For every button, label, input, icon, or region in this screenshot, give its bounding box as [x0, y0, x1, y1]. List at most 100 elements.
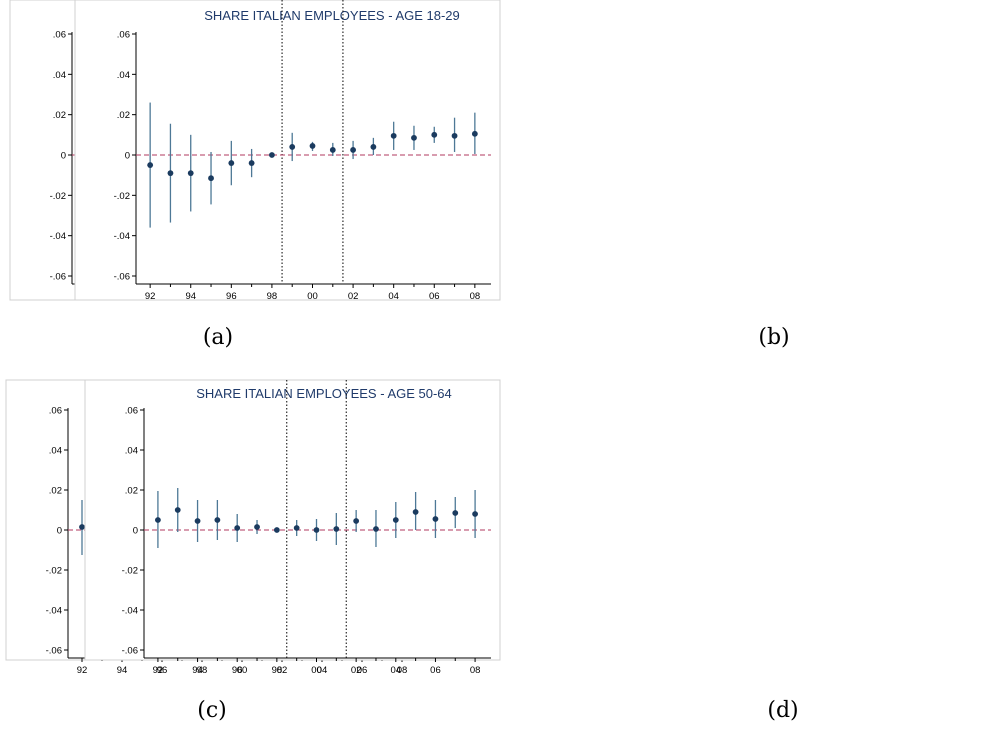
x-tick-label: 94	[117, 665, 128, 676]
caption-c: (c)	[197, 698, 227, 723]
x-tick-label: 94	[185, 291, 196, 302]
x-tick-label: 92	[145, 291, 156, 302]
x-tick-label: 04	[388, 291, 399, 302]
y-tick-label: .06	[49, 406, 62, 417]
data-point	[167, 170, 174, 177]
y-tick-label: -.02	[50, 191, 66, 202]
data-point	[411, 134, 417, 141]
chart-panel-d: SHARE ITALIAN EMPLOYEES - AGE 50-64 .06 .0…	[84, 368, 982, 737]
data-point	[471, 130, 478, 137]
y-tick-label: -.04	[122, 606, 138, 617]
data-point	[452, 510, 459, 516]
y-tick-label: .04	[49, 446, 62, 457]
x-tick-label: 04	[391, 665, 402, 676]
y-tick-label: .06	[53, 30, 66, 41]
x-tick-label: 00	[307, 291, 318, 302]
data-point	[412, 509, 419, 515]
x-tick-label: 00	[237, 665, 248, 676]
y-tick-label: .02	[53, 110, 66, 121]
y-tick-label: -.04	[50, 231, 66, 242]
data-point	[214, 517, 221, 523]
x-tick-label: 96	[232, 665, 243, 676]
data-point	[293, 525, 300, 531]
data-point	[194, 518, 201, 524]
panel-frame	[74, 0, 501, 301]
x-tick-label: 98	[267, 291, 278, 302]
data-point	[248, 160, 255, 166]
x-tick-label: 06	[430, 665, 441, 676]
y-tick-label: 0	[125, 151, 130, 162]
data-point	[353, 518, 360, 524]
x-tick-label: 94	[192, 665, 203, 676]
y-tick-label: -.02	[122, 566, 138, 577]
y-tick-label: .04	[117, 70, 130, 81]
y-tick-label: .06	[117, 30, 130, 41]
y-tick-label: .06	[125, 406, 138, 417]
data-point	[392, 517, 399, 523]
data-point	[472, 511, 478, 517]
chart-svg-b: SHARE ITALIAN EMPLOYEES - AGE 18-29 .06 .0…	[74, 0, 501, 302]
data-point	[390, 132, 397, 139]
y-tick-label: 0	[61, 151, 66, 162]
data-point	[234, 525, 241, 531]
chart-title: SHARE ITALIAN EMPLOYEES - AGE 18-29	[204, 8, 460, 23]
x-tick-label: 08	[397, 665, 408, 676]
y-tick-label: -.06	[46, 646, 62, 657]
chart-panel-b: SHARE ITALIAN EMPLOYEES - AGE 18-29 .06 .0…	[74, 0, 982, 368]
data-point	[174, 507, 181, 513]
x-tick-label: 98	[272, 665, 283, 676]
y-tick-label: .02	[49, 486, 62, 497]
data-point	[273, 527, 280, 533]
caption-a: (a)	[202, 325, 234, 350]
x-tick-label: 92	[77, 665, 88, 676]
data-point	[350, 147, 356, 153]
y-tick-label: -.04	[114, 231, 130, 242]
data-point	[155, 517, 161, 523]
data-point	[431, 131, 438, 138]
y-tick-label: -.02	[114, 191, 130, 202]
y-tick-label: -.06	[114, 272, 130, 283]
data-point	[370, 144, 377, 150]
y-tick-label: .02	[117, 110, 130, 121]
data-point	[451, 132, 458, 139]
x-tick-label: 98	[197, 665, 208, 676]
data-point	[329, 147, 336, 153]
x-tick-label: 06	[357, 665, 368, 676]
data-point	[313, 527, 320, 533]
data-point	[187, 170, 194, 177]
x-tick-label: 02	[277, 665, 288, 676]
panel-frame	[84, 379, 501, 661]
x-tick-label: 08	[470, 291, 481, 302]
y-tick-label: 0	[133, 526, 138, 537]
data-point	[289, 144, 296, 150]
x-tick-label: 02	[348, 291, 359, 302]
y-tick-label: -.04	[46, 606, 62, 617]
y-tick-label: -.06	[122, 646, 138, 657]
x-tick-label: 08	[470, 665, 481, 676]
data-point	[269, 152, 275, 158]
data-point	[208, 175, 214, 182]
chart-svg-d: SHARE ITALIAN EMPLOYEES - AGE 50-64 .06 .0…	[84, 379, 501, 676]
x-tick-label: 00	[311, 665, 322, 676]
x-tick-label: 06	[429, 291, 440, 302]
caption-d: (d)	[767, 698, 799, 723]
data-point	[228, 160, 235, 166]
chart-title: SHARE ITALIAN EMPLOYEES - AGE 50-64	[196, 386, 452, 401]
data-point	[309, 143, 316, 149]
x-tick-label: 96	[157, 665, 168, 676]
y-tick-label: -.02	[46, 566, 62, 577]
data-point	[79, 524, 85, 530]
y-tick-label: .02	[125, 486, 138, 497]
data-point	[373, 526, 379, 532]
y-tick-label: 0	[57, 526, 62, 537]
x-tick-label: 04	[317, 665, 328, 676]
caption-b: (b)	[758, 325, 790, 350]
x-tick-label: 02	[351, 665, 362, 676]
x-tick-label: 92	[153, 665, 164, 676]
y-tick-label: -.06	[50, 272, 66, 283]
data-point	[432, 516, 439, 522]
data-point	[333, 526, 340, 532]
x-tick-label: 96	[226, 291, 237, 302]
data-point	[147, 162, 154, 168]
y-tick-label: .04	[53, 70, 66, 81]
